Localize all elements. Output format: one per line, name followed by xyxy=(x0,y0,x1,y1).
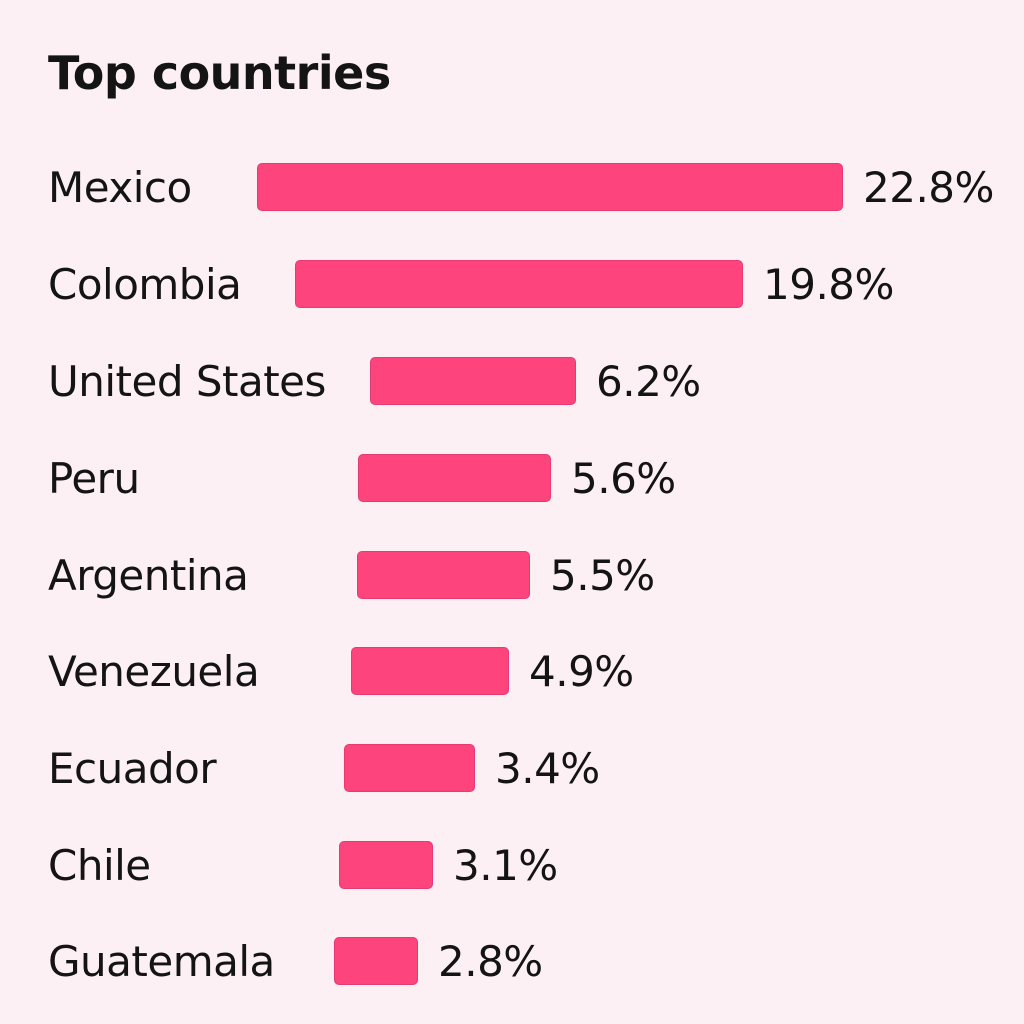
bar xyxy=(358,454,551,502)
value-label: 4.9% xyxy=(529,647,634,696)
value-label: 22.8% xyxy=(863,163,994,212)
bar-row: Ecuador 3.4% xyxy=(0,744,1024,794)
bar-row: United States 6.2% xyxy=(0,357,1024,407)
category-label: Peru xyxy=(48,454,140,503)
category-label: Venezuela xyxy=(48,647,260,696)
value-label: 5.5% xyxy=(550,551,655,600)
category-label: Guatemala xyxy=(48,937,275,986)
bar xyxy=(295,260,743,308)
bar-row: Mexico 22.8% xyxy=(0,163,1024,213)
value-label: 5.6% xyxy=(571,454,676,503)
bar-row: Venezuela 4.9% xyxy=(0,647,1024,697)
bar xyxy=(334,937,418,985)
bar-row: Guatemala 2.8% xyxy=(0,937,1024,987)
bar-row: Chile 3.1% xyxy=(0,841,1024,891)
category-label: Mexico xyxy=(48,163,192,212)
value-label: 2.8% xyxy=(438,937,543,986)
category-label: Colombia xyxy=(48,260,242,309)
value-label: 19.8% xyxy=(763,260,894,309)
bar xyxy=(339,841,433,889)
bar-row: Colombia 19.8% xyxy=(0,260,1024,310)
bar xyxy=(351,647,509,695)
category-label: Argentina xyxy=(48,551,249,600)
bar-row: Argentina 5.5% xyxy=(0,551,1024,601)
bar xyxy=(257,163,843,211)
value-label: 3.4% xyxy=(495,744,600,793)
bar xyxy=(370,357,576,405)
category-label: Ecuador xyxy=(48,744,217,793)
bar xyxy=(344,744,475,792)
value-label: 6.2% xyxy=(596,357,701,406)
chart-title: Top countries xyxy=(48,46,391,100)
category-label: Chile xyxy=(48,841,151,890)
bar xyxy=(357,551,530,599)
bar-row: Peru 5.6% xyxy=(0,454,1024,504)
category-label: United States xyxy=(48,357,326,406)
value-label: 3.1% xyxy=(453,841,558,890)
